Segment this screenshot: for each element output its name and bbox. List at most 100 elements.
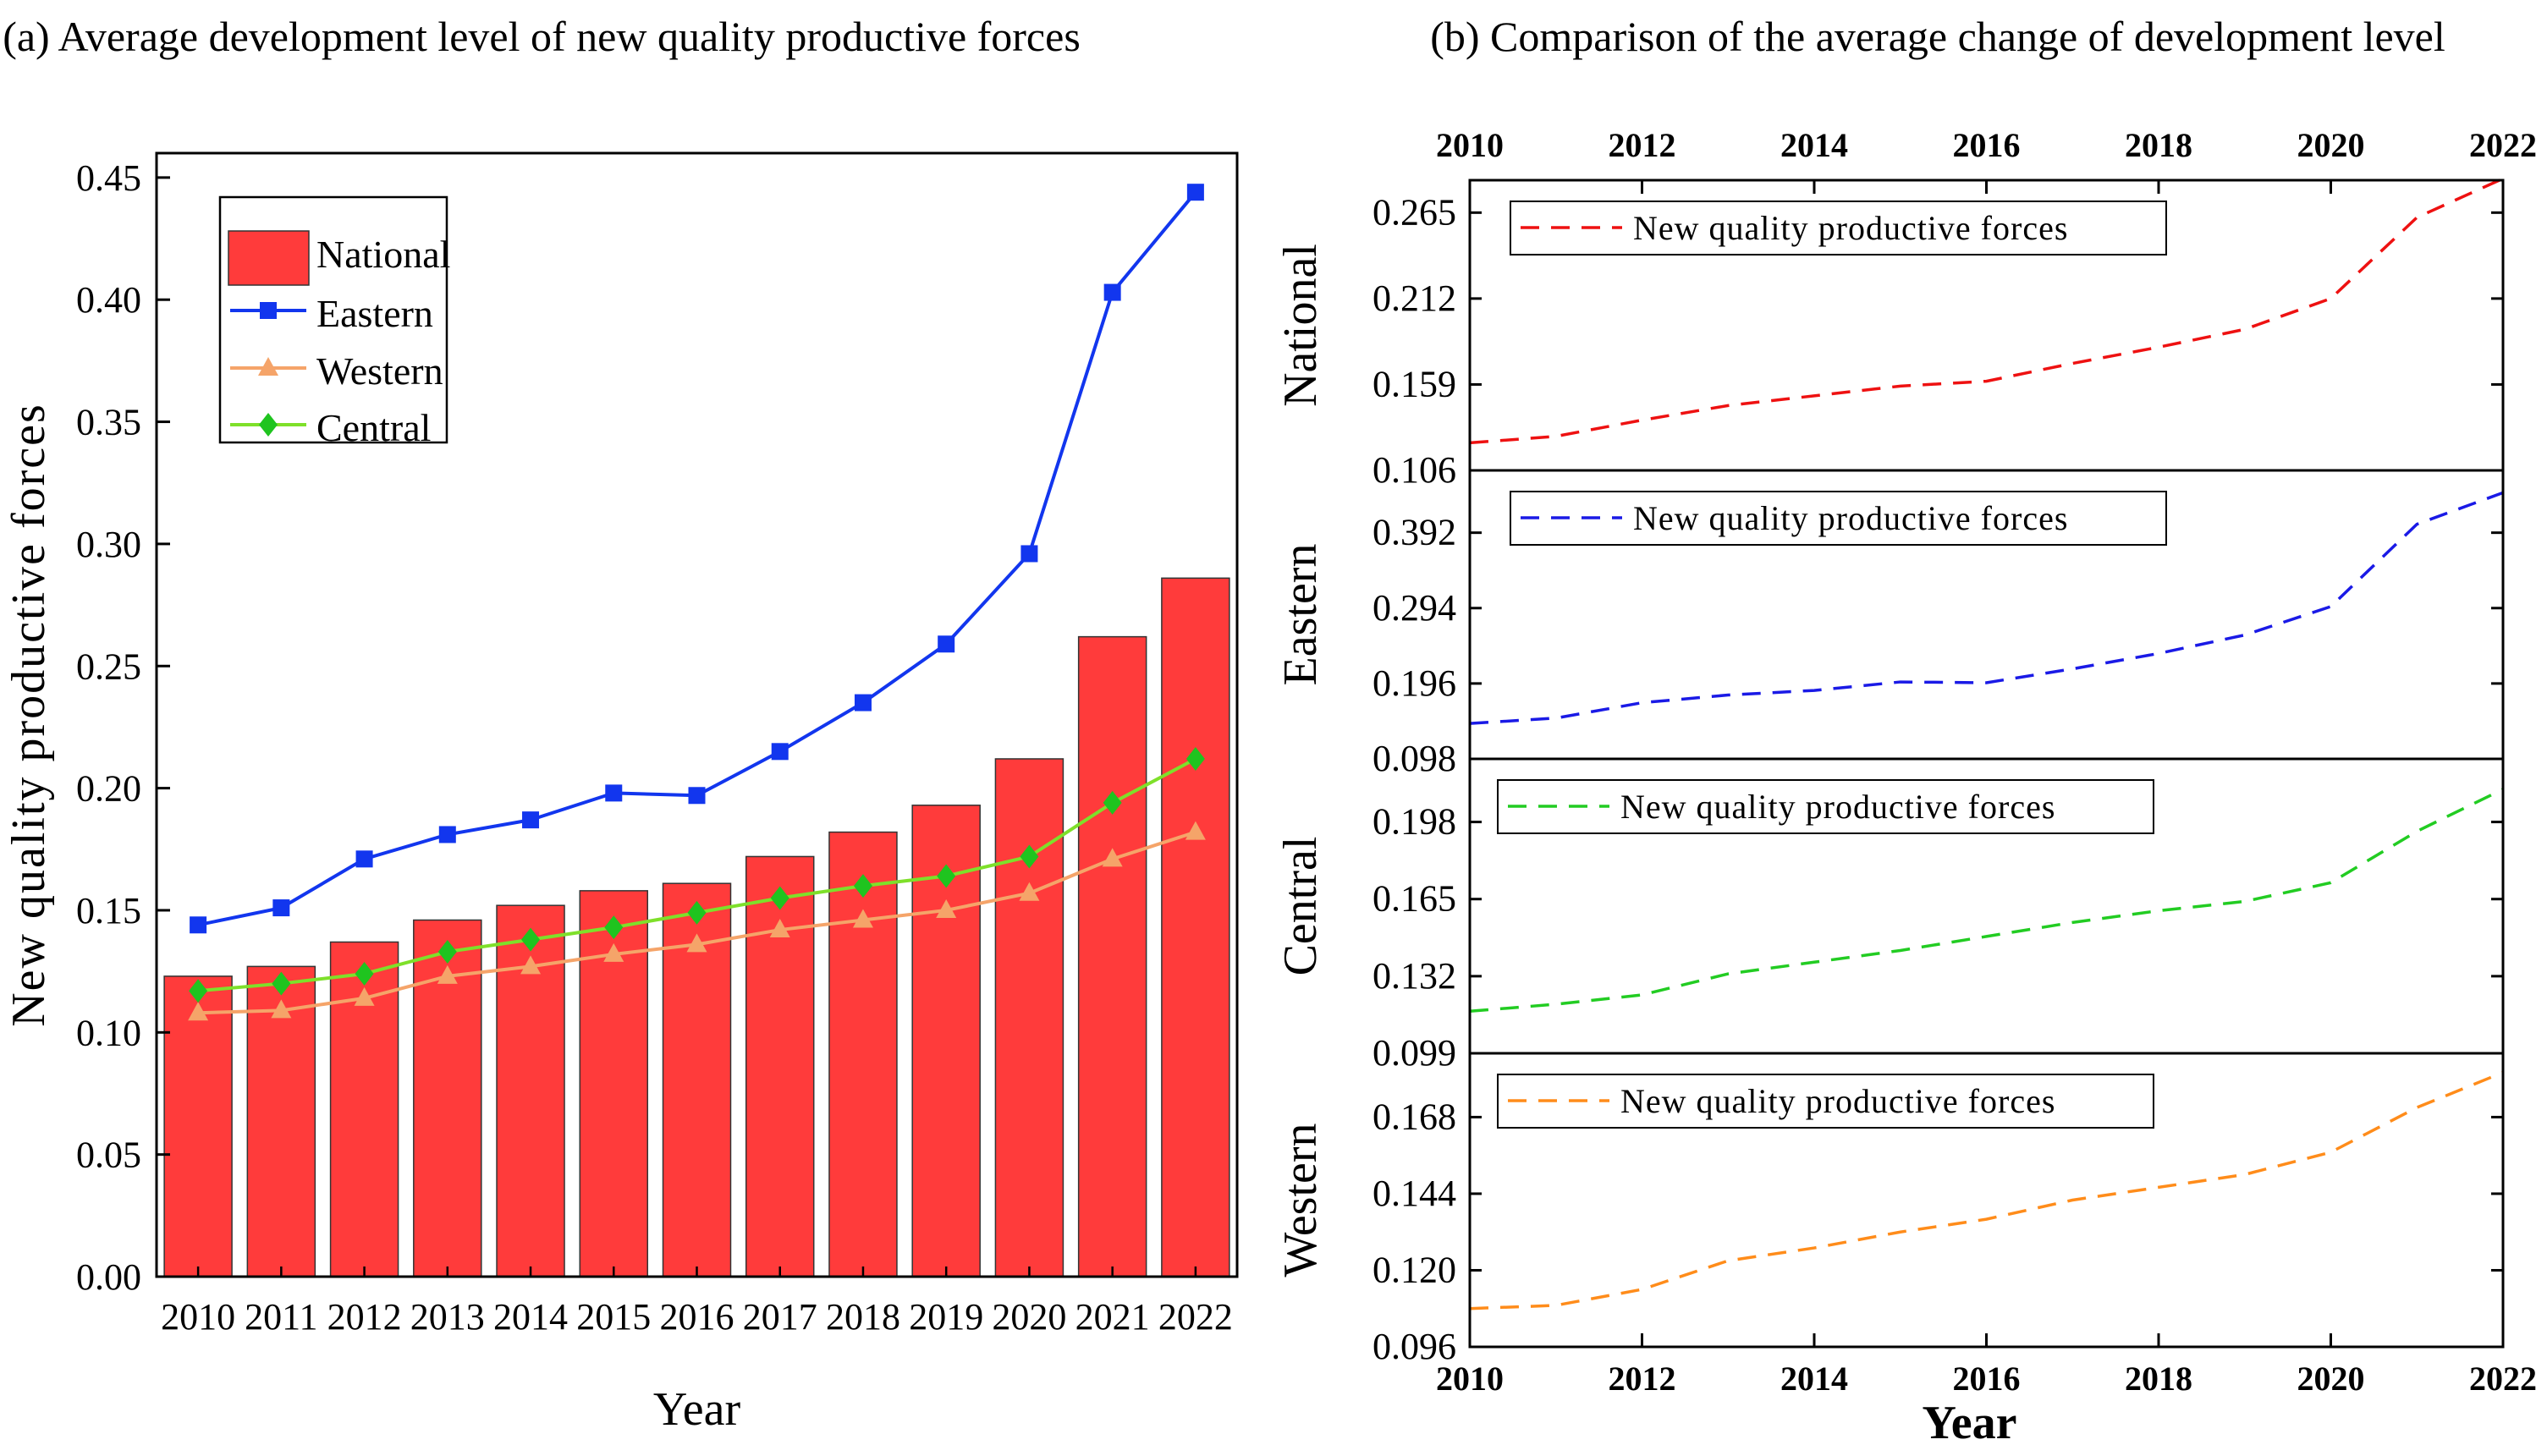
legend-label: New quality productive forces bbox=[1633, 209, 2068, 247]
point-eastern bbox=[438, 826, 456, 843]
y-tick-label: 0.294 bbox=[1373, 587, 1456, 629]
plot-frame-b bbox=[1468, 179, 2505, 1349]
point-western bbox=[686, 933, 707, 953]
y-axis-label: National bbox=[1274, 244, 1327, 407]
y-tick-label: 0.106 bbox=[1373, 449, 1456, 491]
panel-eastern: 0.098 0.196 0.294 0.392 Eastern New quality p… bbox=[1274, 469, 2504, 779]
x-tick-label: 2017 bbox=[743, 1296, 817, 1338]
point-western bbox=[936, 898, 957, 918]
point-central bbox=[770, 886, 789, 910]
legend-label: New quality productive forces bbox=[1620, 1082, 2055, 1120]
chart-b: 2010 2010 2012 2012 2014 2014 2016 2016 2018 2018… bbox=[1274, 126, 2537, 1449]
y-tick-label: 0.25 bbox=[76, 646, 141, 687]
y-tick-label: 0.144 bbox=[1373, 1173, 1456, 1214]
legend-marker-central bbox=[259, 413, 278, 437]
legend-label-eastern: Eastern bbox=[316, 292, 433, 335]
x-tick-label: 2013 bbox=[410, 1296, 485, 1338]
point-eastern bbox=[771, 743, 789, 761]
point-central bbox=[1103, 790, 1122, 815]
legend-label: New quality productive forces bbox=[1620, 788, 2055, 826]
point-eastern bbox=[1103, 283, 1121, 301]
bar-national bbox=[1161, 577, 1230, 1277]
panel-central: 0.099 0.132 0.165 0.198 Central New quality p… bbox=[1274, 757, 2504, 1074]
y-tick-label: 0.159 bbox=[1373, 363, 1456, 404]
chart-a: 0.00 0.05 0.10 0.15 0.20 0.25 0.30 0.35 0.40 0.45… bbox=[3, 151, 1239, 1436]
series-line-eastern bbox=[1469, 491, 2504, 725]
point-eastern bbox=[1020, 545, 1038, 563]
x-tick-label-top: 2010 bbox=[1436, 126, 1504, 164]
x-tick-label-top: 2016 bbox=[1953, 126, 2021, 164]
bar-national bbox=[246, 965, 316, 1277]
point-central bbox=[1185, 746, 1205, 771]
y-tick-label: 0.10 bbox=[76, 1012, 141, 1053]
y-tick-label: 0.00 bbox=[76, 1256, 141, 1298]
point-central bbox=[272, 971, 291, 996]
x-tick-label-bottom: 2022 bbox=[2469, 1360, 2537, 1398]
chart-b-title: (b) Comparison of the average change of … bbox=[1430, 13, 2445, 60]
point-western bbox=[271, 999, 292, 1019]
x-tick-label: 2018 bbox=[826, 1296, 900, 1338]
x-tick-label-bottom: 2010 bbox=[1436, 1360, 1504, 1398]
point-western bbox=[603, 942, 624, 962]
x-tick-label-bottom: 2020 bbox=[2297, 1360, 2365, 1398]
bar-national bbox=[828, 831, 898, 1277]
y-axis-label: Central bbox=[1274, 837, 1327, 976]
point-western bbox=[1019, 882, 1040, 901]
y-axis-label: Western bbox=[1274, 1123, 1327, 1277]
point-western bbox=[354, 986, 375, 1006]
point-western bbox=[437, 964, 458, 984]
point-eastern bbox=[272, 899, 290, 917]
bar-national bbox=[1077, 635, 1147, 1277]
point-eastern bbox=[190, 916, 207, 934]
point-western bbox=[1102, 848, 1123, 867]
x-axis-label: Year bbox=[653, 1383, 741, 1436]
x-tick-label: 2021 bbox=[1075, 1296, 1150, 1338]
y-tick-label: 0.132 bbox=[1373, 955, 1456, 997]
legend-swatch-national bbox=[228, 230, 310, 286]
point-eastern bbox=[522, 811, 540, 829]
y-tick-label: 0.265 bbox=[1373, 191, 1456, 233]
y-tick-label: 0.05 bbox=[76, 1135, 141, 1176]
legend-label-national: National bbox=[316, 233, 450, 276]
x-tick-label-bottom: 2012 bbox=[1609, 1360, 1676, 1398]
legend-label: New quality productive forces bbox=[1633, 499, 2068, 537]
point-eastern bbox=[854, 694, 872, 712]
x-tick-label: 2014 bbox=[493, 1296, 568, 1338]
point-central bbox=[521, 927, 541, 952]
x-tick-label-top: 2020 bbox=[2297, 126, 2365, 164]
x-tick-label-top: 2018 bbox=[2125, 126, 2192, 164]
x-tick-label-top: 2014 bbox=[1780, 126, 1848, 164]
y-axis-label: Eastern bbox=[1274, 544, 1327, 686]
x-tick-label: 2010 bbox=[161, 1296, 235, 1338]
x-tick-label: 2012 bbox=[327, 1296, 402, 1338]
y-tick-label: 0.165 bbox=[1373, 878, 1456, 920]
x-tick-label: 2011 bbox=[245, 1296, 317, 1338]
x-tick-label: 2016 bbox=[660, 1296, 734, 1338]
chart-a-title: (a) Average development level of new qua… bbox=[3, 13, 1081, 60]
legend-label-western: Western bbox=[316, 349, 443, 393]
y-tick-label: 0.30 bbox=[76, 524, 141, 565]
point-central bbox=[1020, 844, 1039, 869]
y-tick-label: 0.35 bbox=[76, 402, 141, 443]
x-tick-label: 2019 bbox=[909, 1296, 983, 1338]
point-western bbox=[1185, 821, 1206, 840]
point-eastern bbox=[1186, 184, 1204, 201]
x-tick-label-bottom: 2018 bbox=[2125, 1360, 2192, 1398]
y-tick-label: 0.120 bbox=[1373, 1249, 1456, 1290]
point-central bbox=[687, 900, 707, 925]
panel-western: 0.096 0.120 0.144 0.168 Western New quality p… bbox=[1274, 1052, 2504, 1367]
y-axis-label: New quality productive forces bbox=[3, 403, 55, 1027]
x-tick-label-bottom: 2014 bbox=[1780, 1360, 1848, 1398]
y-tick-label: 0.15 bbox=[76, 890, 141, 931]
point-eastern bbox=[355, 850, 373, 868]
point-eastern bbox=[688, 787, 706, 805]
y-tick-label: 0.212 bbox=[1373, 277, 1456, 319]
point-central bbox=[437, 940, 457, 964]
point-western bbox=[188, 1002, 209, 1021]
x-tick-label: 2020 bbox=[992, 1296, 1066, 1338]
x-axis-label-b: Year bbox=[1923, 1397, 2017, 1449]
point-eastern bbox=[938, 635, 955, 653]
x-tick-label-top: 2012 bbox=[1609, 126, 1676, 164]
y-tick-label: 0.40 bbox=[76, 279, 141, 321]
series-line-national bbox=[1469, 177, 2504, 445]
